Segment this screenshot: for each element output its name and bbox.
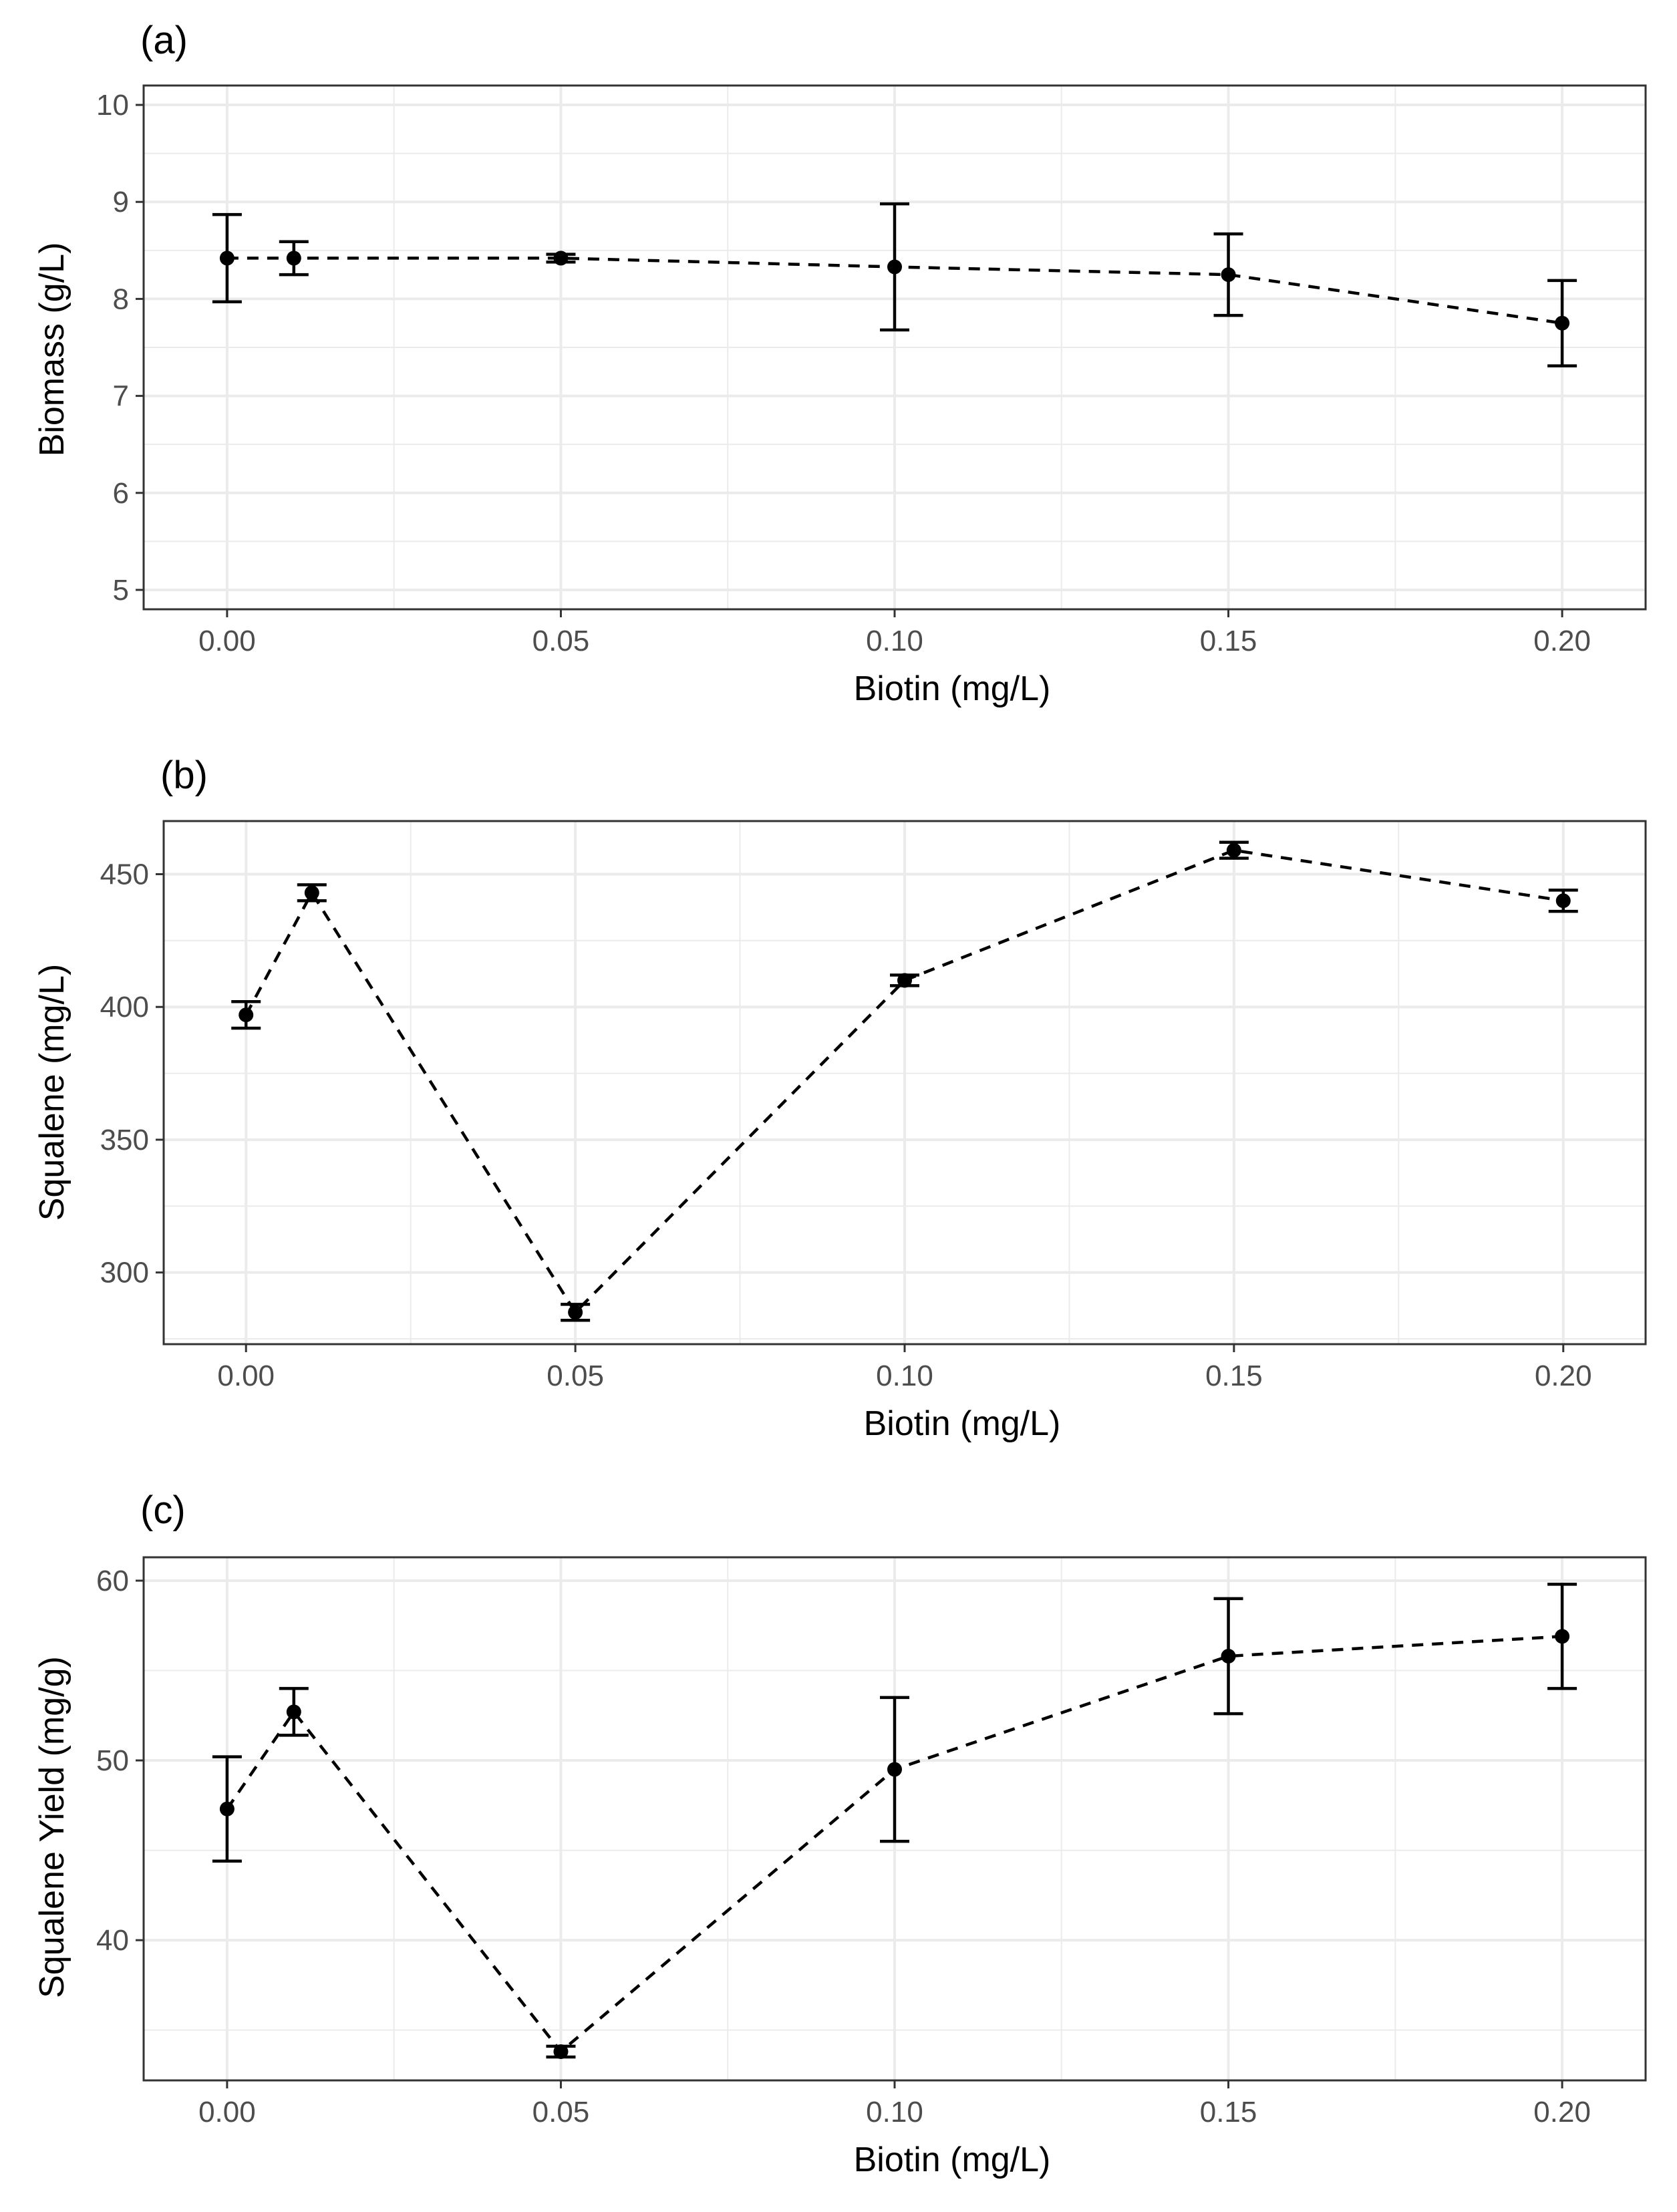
- panel-a-label: (a): [140, 19, 188, 62]
- panel-b-plot: 0.00 0.05 0.10 0.15 0.20 300 350 400 450: [100, 820, 1647, 1392]
- panel-b-y-tick-label: 450: [100, 858, 149, 891]
- panel-a-x-tick-label: 0.05: [532, 625, 590, 657]
- panel-c-data-point: [887, 1762, 902, 1777]
- panel-c-x-tick-label: 0.15: [1200, 2096, 1257, 2128]
- panel-c-y-tick-label: 50: [96, 1744, 129, 1777]
- panel-a-x-tick-label: 0.15: [1200, 625, 1257, 657]
- panel-a-plot: 0.00 0.05 0.10 0.15 0.20 5 6 7 8 9 10: [96, 84, 1647, 657]
- panel-b-data-point: [897, 973, 912, 988]
- panel-c-label: (c): [140, 1488, 186, 1532]
- panel-b-x-tick-label: 0.05: [547, 1360, 604, 1392]
- panel-b-data-point: [1226, 842, 1241, 858]
- panel-b-series-line: [245, 848, 1564, 1315]
- panel-b-x-tick-label: 0.20: [1535, 1360, 1592, 1392]
- panel-c-y-tick-label: 40: [96, 1924, 129, 1957]
- panel-b-data-point: [304, 885, 319, 901]
- panel-c-x-tick-label: 0.20: [1533, 2096, 1591, 2128]
- panel-c-x-tick-label: 0.00: [198, 2096, 256, 2128]
- panel-a-data-point: [887, 259, 902, 275]
- panel-b-y-tick-label: 400: [100, 991, 149, 1023]
- panel-a-y-axis-title: Biomass (g/L): [33, 243, 71, 457]
- panel-c: (c) 0.00 0.05 0.10 0.15 0.20 40 50 60 Biotin (m…: [33, 1488, 1647, 2179]
- panel-a-y-tick-label: 7: [113, 380, 129, 413]
- panel-b-data-point: [239, 1007, 254, 1023]
- panel-b-x-tick-label: 0.10: [876, 1360, 933, 1392]
- panel-a-x-tick-label: 0.10: [866, 625, 923, 657]
- panel-b: (b) 0.00 0.05 0.10 0.15 0.20 300 350 400 450 Bio…: [33, 754, 1647, 1443]
- panel-c-x-axis-title: Biotin (mg/L): [854, 2141, 1051, 2179]
- panel-a-data-point: [286, 251, 301, 266]
- panel-c-data-point: [219, 1801, 235, 1816]
- panel-b-y-tick-label: 350: [100, 1124, 149, 1156]
- panel-a-x-tick-label: 0.00: [198, 625, 256, 657]
- panel-b-x-tick-label: 0.15: [1205, 1360, 1263, 1392]
- panel-c-data-point: [1221, 1648, 1236, 1664]
- panel-a-y-tick-label: 5: [113, 574, 129, 607]
- panel-c-data-point: [286, 1704, 301, 1720]
- panel-b-data-point: [1555, 893, 1571, 909]
- panel-a-data-point: [1555, 315, 1570, 331]
- panel-a-data-point: [1221, 267, 1236, 283]
- panel-c-data-point: [553, 2044, 569, 2059]
- panel-b-data-point: [568, 1305, 583, 1320]
- panel-c-x-tick-label: 0.05: [532, 2096, 590, 2128]
- panel-c-plot: 0.00 0.05 0.10 0.15 0.20 40 50 60: [96, 1556, 1647, 2128]
- panel-a-y-tick-label: 10: [96, 89, 129, 122]
- panel-b-label: (b): [160, 754, 208, 797]
- panel-a-data-point: [219, 251, 235, 266]
- panel-a: (a) 0.00 0.05 0.10 0.15 0.20 5 6 7 8 9 10 Biotin (…: [33, 19, 1647, 708]
- panel-b-y-tick-label: 300: [100, 1257, 149, 1289]
- panel-a-x-tick-label: 0.20: [1533, 625, 1591, 657]
- panel-a-y-tick-label: 9: [113, 186, 129, 218]
- panel-b-y-axis-title: Squalene (mg/L): [33, 964, 71, 1221]
- panel-c-y-axis-title: Squalene Yield (mg/g): [33, 1656, 71, 1998]
- panel-c-data-point: [1555, 1629, 1570, 1644]
- panel-c-y-tick-label: 60: [96, 1565, 129, 1597]
- panel-a-data-point: [553, 251, 569, 266]
- panel-c-series-line: [226, 1635, 1563, 2054]
- panel-a-y-tick-label: 6: [113, 477, 129, 510]
- panel-b-x-axis-title: Biotin (mg/L): [864, 1404, 1061, 1443]
- panel-a-y-tick-label: 8: [113, 283, 129, 315]
- panel-b-x-tick-label: 0.00: [217, 1360, 275, 1392]
- panel-c-x-tick-label: 0.10: [866, 2096, 923, 2128]
- panel-a-x-axis-title: Biotin (mg/L): [854, 669, 1051, 708]
